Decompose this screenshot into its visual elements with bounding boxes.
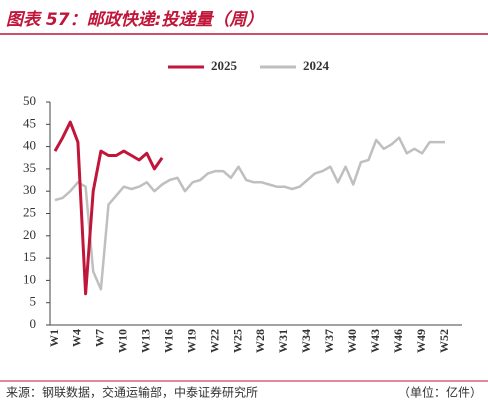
y-tick-label: 40 (23, 138, 36, 153)
series-line (54, 136, 445, 291)
y-tick-label: 0 (30, 316, 37, 331)
y-tick-label: 20 (23, 227, 36, 242)
unit-note: （单位：亿件） (398, 385, 482, 400)
x-tick-label: W4 (70, 329, 84, 347)
series-line (53, 120, 164, 296)
y-tick-label: 10 (23, 271, 36, 286)
x-tick-label: W7 (93, 329, 107, 347)
x-tick-label: W37 (322, 329, 336, 353)
y-tick-label: 35 (23, 160, 36, 175)
y-tick-label: 15 (23, 249, 36, 264)
x-tick-label: W49 (414, 329, 428, 353)
x-tick-label: W28 (253, 329, 267, 353)
y-tick-label: 30 (23, 182, 36, 197)
x-tick-label: W19 (184, 329, 198, 353)
x-tick-label: W34 (299, 329, 313, 353)
x-tick-label: W1 (47, 329, 61, 347)
x-tick-label: W46 (391, 329, 405, 353)
y-tick-label: 25 (23, 204, 36, 219)
x-tick-label: W13 (139, 329, 153, 353)
legend-label: 2024 (303, 58, 330, 73)
chart-title: 图表 57：邮政快递:投递量（周） (6, 10, 263, 30)
y-tick-label: 45 (23, 115, 36, 130)
legend-label: 2025 (211, 58, 238, 73)
y-tick-label: 5 (30, 294, 37, 309)
x-tick-label: W10 (116, 329, 130, 353)
x-tick-label: W25 (230, 329, 244, 353)
y-tick-label: 50 (23, 93, 36, 108)
x-tick-label: W16 (161, 329, 175, 353)
x-tick-label: W40 (345, 329, 359, 353)
x-tick-label: W22 (207, 329, 221, 353)
source-note: 来源：钢联数据，交通运输部，中泰证券研究所 (6, 385, 258, 400)
x-tick-label: W52 (437, 329, 451, 353)
x-tick-label: W43 (368, 329, 382, 353)
x-tick-label: W31 (276, 329, 290, 353)
